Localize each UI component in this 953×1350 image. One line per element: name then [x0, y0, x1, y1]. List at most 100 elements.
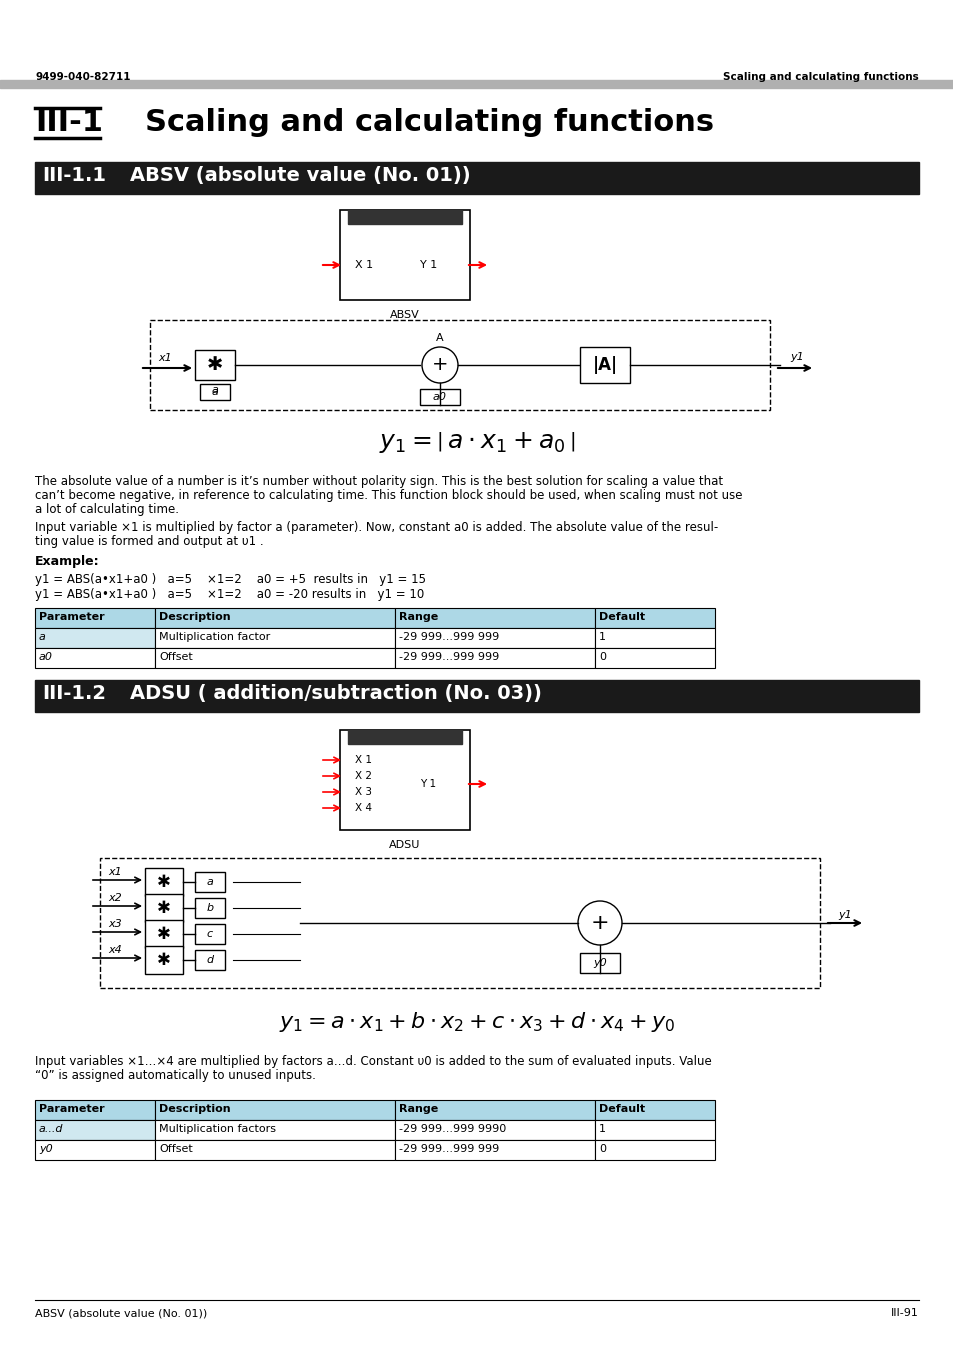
Text: y1 = ABS(a•x1+a0 )   a=5    ×1=2    a0 = -20 results in   y1 = 10: y1 = ABS(a•x1+a0 ) a=5 ×1=2 a0 = -20 res… — [35, 589, 424, 601]
Text: X 2: X 2 — [355, 771, 372, 782]
Text: ting value is formed and output at υ1 .: ting value is formed and output at υ1 . — [35, 535, 263, 548]
Text: 0: 0 — [598, 1143, 605, 1154]
Text: III-91: III-91 — [890, 1308, 918, 1318]
Bar — [194, 923, 225, 944]
Text: The absolute value of a number is it’s number without polarity sign. This is the: The absolute value of a number is it’s n… — [35, 475, 722, 487]
Text: III-1: III-1 — [35, 108, 103, 136]
Bar — [35, 680, 918, 711]
Text: a...d: a...d — [39, 1125, 64, 1134]
Text: Scaling and calculating functions: Scaling and calculating functions — [145, 108, 714, 136]
Text: Parameter: Parameter — [39, 1104, 105, 1114]
Bar — [154, 1139, 395, 1160]
Bar — [145, 919, 183, 948]
Text: x4: x4 — [108, 945, 122, 954]
Text: A: A — [436, 333, 443, 343]
Bar — [348, 211, 461, 224]
Bar — [150, 320, 769, 410]
Bar — [200, 383, 230, 400]
Text: ABSV: ABSV — [390, 310, 419, 320]
Bar — [595, 648, 714, 668]
Text: X 4: X 4 — [355, 803, 372, 813]
Bar — [395, 1139, 595, 1160]
Text: ADSU ( addition/subtraction (No. 03)): ADSU ( addition/subtraction (No. 03)) — [130, 684, 541, 703]
Bar — [145, 894, 183, 922]
Text: Input variable ×1 is multiplied by factor a (parameter). Now, constant a0 is add: Input variable ×1 is multiplied by facto… — [35, 521, 718, 535]
Text: ✱: ✱ — [157, 925, 171, 944]
Bar — [35, 608, 154, 628]
Text: ABSV (absolute value (No. 01)): ABSV (absolute value (No. 01)) — [35, 1308, 207, 1318]
Bar — [154, 648, 395, 668]
Bar — [194, 350, 234, 379]
Text: Description: Description — [159, 612, 231, 622]
Text: Scaling and calculating functions: Scaling and calculating functions — [722, 72, 918, 82]
Text: Offset: Offset — [159, 652, 193, 662]
Circle shape — [578, 900, 621, 945]
Text: Parameter: Parameter — [39, 612, 105, 622]
Bar — [595, 608, 714, 628]
Text: ADSU: ADSU — [389, 840, 420, 850]
Text: ✱: ✱ — [207, 355, 223, 374]
Text: |A|: |A| — [592, 356, 617, 374]
Bar — [35, 1100, 154, 1120]
Text: Offset: Offset — [159, 1143, 193, 1154]
Bar — [419, 389, 459, 405]
Text: y0: y0 — [39, 1143, 52, 1154]
Bar — [194, 950, 225, 971]
Text: d: d — [206, 954, 213, 965]
Bar — [35, 1139, 154, 1160]
Text: a: a — [39, 632, 46, 643]
Text: -29 999...999 999: -29 999...999 999 — [398, 632, 498, 643]
Text: x1: x1 — [158, 352, 172, 363]
Bar — [35, 1120, 154, 1139]
Bar — [154, 628, 395, 648]
Text: a lot of calculating time.: a lot of calculating time. — [35, 504, 179, 516]
Bar — [579, 347, 629, 383]
Bar — [154, 1120, 395, 1139]
Text: ✱: ✱ — [157, 899, 171, 917]
Bar — [395, 1100, 595, 1120]
Text: can’t become negative, in reference to calculating time. This function block sho: can’t become negative, in reference to c… — [35, 489, 741, 502]
Text: x2: x2 — [108, 892, 122, 903]
Text: X 1: X 1 — [355, 755, 372, 765]
Text: $y_1 = \left| \, a \cdot x_1 + a_0 \, \right|$: $y_1 = \left| \, a \cdot x_1 + a_0 \, \r… — [378, 431, 575, 455]
Text: Y 1: Y 1 — [419, 261, 436, 270]
Text: y1: y1 — [789, 352, 803, 362]
Bar — [395, 648, 595, 668]
Text: x3: x3 — [108, 919, 122, 929]
Text: a0: a0 — [39, 652, 53, 662]
Text: ✱: ✱ — [157, 950, 171, 969]
Text: 0: 0 — [598, 652, 605, 662]
Text: a: a — [212, 387, 218, 397]
Bar — [35, 162, 918, 194]
Text: -29 999...999 9990: -29 999...999 9990 — [398, 1125, 506, 1134]
Text: b: b — [206, 903, 213, 913]
Text: y1 = ABS(a•x1+a0 )   a=5    ×1=2    a0 = +5  results in   y1 = 15: y1 = ABS(a•x1+a0 ) a=5 ×1=2 a0 = +5 resu… — [35, 572, 426, 586]
Text: X 1: X 1 — [355, 261, 373, 270]
Text: III-1.1: III-1.1 — [42, 166, 106, 185]
Bar — [35, 648, 154, 668]
Text: -29 999...999 999: -29 999...999 999 — [398, 652, 498, 662]
Text: 9499-040-82711: 9499-040-82711 — [35, 72, 131, 82]
Text: Input variables ×1…×4 are multiplied by factors a…d. Constant υ0 is added to the: Input variables ×1…×4 are multiplied by … — [35, 1054, 711, 1068]
Text: Range: Range — [398, 1104, 437, 1114]
Bar — [595, 1120, 714, 1139]
Text: y0: y0 — [593, 958, 606, 968]
Bar — [595, 1139, 714, 1160]
Text: Description: Description — [159, 1104, 231, 1114]
Bar — [145, 868, 183, 896]
Text: +: + — [432, 355, 448, 374]
Text: a0: a0 — [433, 392, 447, 402]
Text: a: a — [207, 878, 213, 887]
Text: Default: Default — [598, 1104, 644, 1114]
Text: c: c — [207, 929, 213, 940]
Text: a: a — [212, 385, 218, 396]
Text: ABSV (absolute value (No. 01)): ABSV (absolute value (No. 01)) — [130, 166, 470, 185]
Bar — [339, 211, 470, 300]
Bar — [395, 608, 595, 628]
Bar — [154, 608, 395, 628]
Text: Default: Default — [598, 612, 644, 622]
Text: +: + — [590, 913, 609, 933]
Text: Range: Range — [398, 612, 437, 622]
Bar — [194, 898, 225, 918]
Bar — [395, 1120, 595, 1139]
